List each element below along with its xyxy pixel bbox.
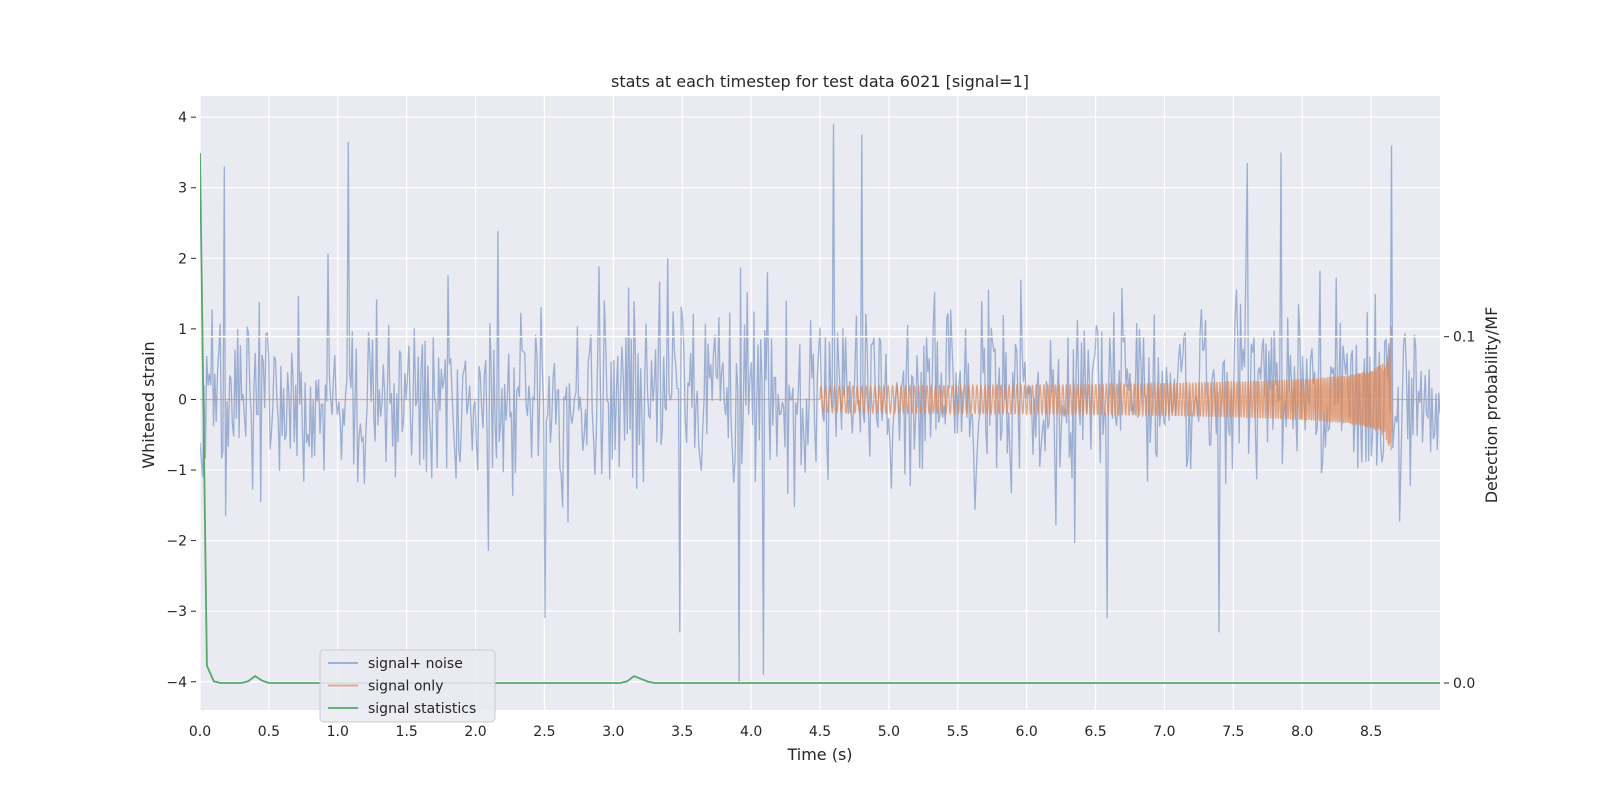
x-tick-label: 8.5 <box>1360 724 1382 740</box>
legend-entry-label: signal statistics <box>368 701 476 717</box>
x-tick-label: 6.0 <box>1016 724 1038 740</box>
x-tick-label: 7.0 <box>1153 724 1175 740</box>
y2-axis-label: Detection probability/MF <box>1482 307 1501 504</box>
y-tick-label: 4 <box>178 110 187 126</box>
y-tick-label: 2 <box>178 251 187 267</box>
legend: signal+ noise signal only signal statistic… <box>319 649 496 723</box>
y-tick-label: −2 <box>166 534 187 550</box>
x-tick-label: 0.0 <box>189 724 211 740</box>
y-tick-label: 1 <box>178 322 187 338</box>
plot-area <box>200 124 1440 684</box>
legend-entry-label: signal only <box>368 679 443 695</box>
chart-title: stats at each timestep for test data 602… <box>611 72 1029 91</box>
x-tick-label: 3.0 <box>602 724 624 740</box>
axis-layer: 0.0 0.5 1.0 1.5 2.0 2.5 3.0 3.5 4.0 4.5 5.0 5.5 6.0 6… <box>166 110 1475 740</box>
y2-tick-label: 0.1 <box>1453 330 1475 346</box>
legend-box <box>319 649 496 723</box>
series-signal-only-line <box>200 326 1440 451</box>
x-tick-label: 2.5 <box>533 724 555 740</box>
x-tick-label: 4.5 <box>809 724 831 740</box>
x-tick-label: 0.5 <box>258 724 280 740</box>
x-tick-label: 1.0 <box>327 724 349 740</box>
x-tick-label: 5.5 <box>947 724 969 740</box>
x-tick-label: 4.0 <box>740 724 762 740</box>
y-tick-label: −1 <box>166 463 187 479</box>
x-tick-label: 7.5 <box>1222 724 1244 740</box>
y-tick-label: −3 <box>166 604 187 620</box>
legend-entry-label: signal+ noise <box>368 656 463 672</box>
x-tick-label: 5.0 <box>878 724 900 740</box>
series-layer <box>200 124 1440 684</box>
y-axis-label: Whitened strain <box>139 341 158 468</box>
x-tick-label: 8.0 <box>1291 724 1313 740</box>
x-tick-label: 2.0 <box>464 724 486 740</box>
x-tick-label: 3.5 <box>671 724 693 740</box>
x-tick-label: 1.5 <box>396 724 418 740</box>
x-axis-label: Time (s) <box>786 745 852 764</box>
y2-tick-label: 0.0 <box>1453 676 1475 692</box>
y-tick-label: −4 <box>166 675 187 691</box>
x-tick-label: 6.5 <box>1084 724 1106 740</box>
series-signal-statistics-line <box>200 153 1440 684</box>
y-tick-label: 3 <box>178 181 187 197</box>
y-tick-label: 0 <box>178 392 187 408</box>
